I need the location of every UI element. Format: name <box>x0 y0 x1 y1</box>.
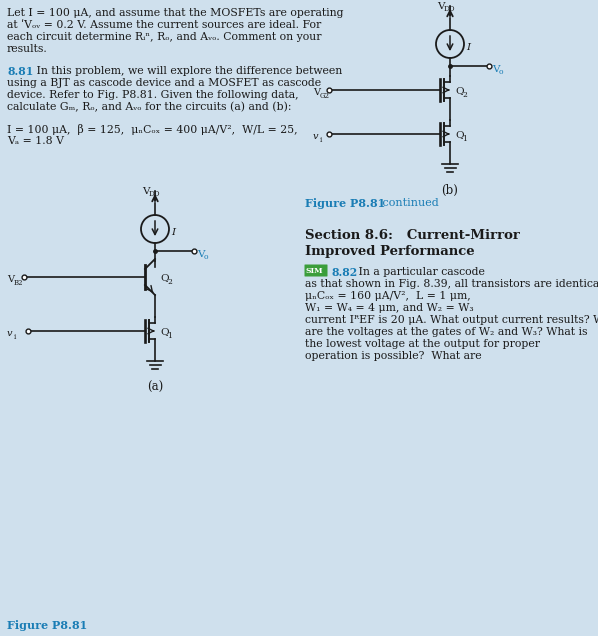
Text: continued: continued <box>379 198 439 208</box>
Text: (b): (b) <box>441 184 459 197</box>
Text: each circuit determine Rᵢⁿ, Rₒ, and Aᵥₒ. Comment on your: each circuit determine Rᵢⁿ, Rₒ, and Aᵥₒ.… <box>7 32 322 42</box>
Text: I: I <box>466 43 470 52</box>
Text: Figure P8.81: Figure P8.81 <box>305 198 385 209</box>
Text: at ʹVₒᵥ = 0.2 V. Assume the current sources are ideal. For: at ʹVₒᵥ = 0.2 V. Assume the current sour… <box>7 20 321 30</box>
Text: the lowest voltage at the output for proper: the lowest voltage at the output for pro… <box>305 339 540 349</box>
FancyBboxPatch shape <box>304 265 328 277</box>
Text: B2: B2 <box>14 279 23 287</box>
Text: Figure P8.81: Figure P8.81 <box>7 620 87 631</box>
Text: V: V <box>313 88 320 97</box>
Text: v: v <box>7 329 13 338</box>
Text: Q: Q <box>160 273 169 282</box>
Text: i: i <box>14 333 16 341</box>
Text: I = 100 μA,  β = 125,  μₙCₒₓ = 400 μA/V²,  W/L = 25,: I = 100 μA, β = 125, μₙCₒₓ = 400 μA/V², … <box>7 124 298 135</box>
Text: DD: DD <box>444 5 456 13</box>
Text: 8.82: 8.82 <box>331 267 357 278</box>
Text: current IᴿEF is 20 μA. What output current results? What: current IᴿEF is 20 μA. What output curre… <box>305 315 598 325</box>
Text: In a particular cascode: In a particular cascode <box>355 267 485 277</box>
Text: SIM: SIM <box>306 267 324 275</box>
Text: 8.81: 8.81 <box>7 66 33 77</box>
Text: 2: 2 <box>462 91 467 99</box>
Text: as that shown in Fig. 8.39, all transistors are identical,: as that shown in Fig. 8.39, all transist… <box>305 279 598 289</box>
Text: W₁ = W₄ = 4 μm, and W₂ = W₃: W₁ = W₄ = 4 μm, and W₂ = W₃ <box>305 303 474 313</box>
Text: V: V <box>142 187 150 196</box>
Text: μₙCₒₓ = 160 μA/V²,  L = 1 μm,: μₙCₒₓ = 160 μA/V², L = 1 μm, <box>305 291 471 301</box>
Text: Section 8.6:   Current-Mirror: Section 8.6: Current-Mirror <box>305 229 520 242</box>
Text: are the voltages at the gates of W₂ and W₃? What is: are the voltages at the gates of W₂ and … <box>305 327 587 337</box>
Text: 1: 1 <box>462 135 467 143</box>
Text: DD: DD <box>149 190 160 198</box>
Text: i: i <box>320 136 322 144</box>
Text: o: o <box>499 68 504 76</box>
Text: using a BJT as cascode device and a MOSFET as cascode: using a BJT as cascode device and a MOSF… <box>7 78 321 88</box>
Text: Q: Q <box>455 130 463 139</box>
Text: Q: Q <box>455 86 463 95</box>
Text: V: V <box>492 65 499 74</box>
Text: Vₐ = 1.8 V: Vₐ = 1.8 V <box>7 136 64 146</box>
Text: (a): (a) <box>147 381 163 394</box>
Text: Improved Performance: Improved Performance <box>305 245 475 258</box>
Text: 1: 1 <box>167 332 172 340</box>
Text: Q: Q <box>160 327 169 336</box>
Text: o: o <box>204 253 209 261</box>
Text: V: V <box>7 275 14 284</box>
Text: Let I = 100 μA, and assume that the MOSFETs are operating: Let I = 100 μA, and assume that the MOSF… <box>7 8 343 18</box>
Text: device. Refer to Fig. P8.81. Given the following data,: device. Refer to Fig. P8.81. Given the f… <box>7 90 298 100</box>
Text: results.: results. <box>7 44 48 54</box>
Text: calculate Gₘ, Rₒ, and Aᵥₒ for the circuits (a) and (b):: calculate Gₘ, Rₒ, and Aᵥₒ for the circui… <box>7 102 291 113</box>
Text: V: V <box>437 2 444 11</box>
Text: v: v <box>313 132 319 141</box>
Text: G2: G2 <box>320 92 330 100</box>
Text: 2: 2 <box>167 278 172 286</box>
Text: V: V <box>197 250 205 259</box>
Text: In this problem, we will explore the difference between: In this problem, we will explore the dif… <box>33 66 342 76</box>
Text: operation is possible?  What are: operation is possible? What are <box>305 351 481 361</box>
Text: I: I <box>171 228 175 237</box>
